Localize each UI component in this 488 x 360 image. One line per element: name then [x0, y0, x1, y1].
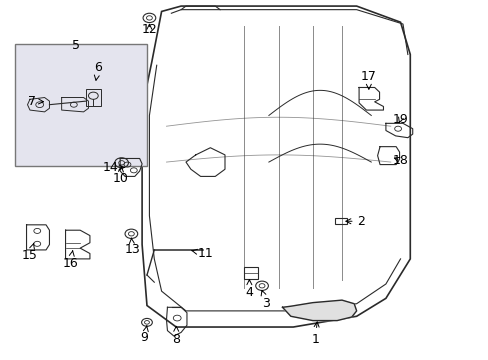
Polygon shape: [282, 300, 356, 320]
Text: 18: 18: [392, 154, 407, 167]
Text: 8: 8: [172, 326, 180, 346]
Bar: [86, 89, 101, 107]
Text: 3: 3: [261, 291, 270, 310]
Text: 5: 5: [72, 39, 80, 52]
Bar: [244, 267, 258, 279]
Text: 15: 15: [22, 243, 38, 262]
Text: 16: 16: [62, 251, 78, 270]
Text: 11: 11: [191, 247, 213, 260]
Text: 17: 17: [360, 69, 376, 89]
Text: 13: 13: [124, 238, 140, 256]
Text: 10: 10: [112, 166, 128, 185]
Text: 2: 2: [345, 215, 365, 228]
Text: 1: 1: [311, 322, 319, 346]
Text: 7: 7: [28, 95, 43, 108]
Text: 14: 14: [102, 161, 124, 174]
Text: 9: 9: [141, 326, 148, 344]
Text: 4: 4: [245, 280, 253, 300]
Text: 12: 12: [141, 23, 157, 36]
Bar: [15, 44, 147, 166]
Text: 19: 19: [392, 113, 407, 126]
Bar: [334, 218, 346, 224]
Text: 6: 6: [94, 60, 102, 80]
